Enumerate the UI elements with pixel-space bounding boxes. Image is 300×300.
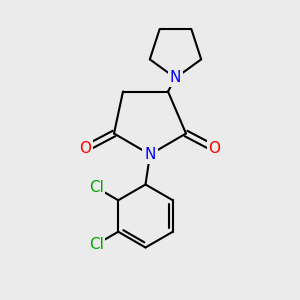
Text: O: O	[208, 141, 220, 156]
Text: Cl: Cl	[89, 180, 104, 195]
Text: Cl: Cl	[89, 237, 104, 252]
Text: N: N	[144, 147, 156, 162]
Text: O: O	[80, 141, 92, 156]
Text: N: N	[170, 70, 181, 86]
